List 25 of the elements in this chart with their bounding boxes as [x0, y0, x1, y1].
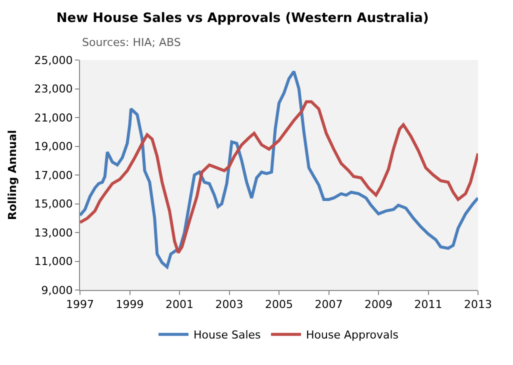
x-tick-label: 2005 [265, 298, 293, 312]
x-tick-label: 2009 [364, 298, 392, 312]
y-tick-label: 19,000 [34, 140, 73, 154]
x-tick-label: 2001 [166, 298, 194, 312]
y-tick-label: 25,000 [34, 54, 73, 67]
y-tick-label: 13,000 [34, 226, 73, 240]
y-tick-label: 11,000 [34, 255, 73, 268]
legend-label: House Sales [194, 328, 262, 342]
chart-title: New House Sales vs Approvals (Western Australia) [56, 10, 429, 26]
y-tick-label: 17,000 [34, 168, 73, 182]
y-tick-label: 15,000 [34, 198, 73, 211]
y-tick-label: 23,000 [34, 82, 73, 96]
legend-label: House Approvals [306, 328, 399, 342]
x-tick-label: 1997 [66, 298, 94, 312]
x-tick-label: 2007 [314, 298, 343, 312]
y-axis-title: Rolling Annual [6, 130, 19, 220]
x-tick-label: 2011 [414, 298, 442, 312]
line-series [80, 70, 478, 268]
x-tick-label: 1999 [116, 298, 144, 312]
source-note: Sources: HIA; ABS [82, 36, 181, 49]
x-tick-label: 2013 [464, 298, 492, 312]
line-series [80, 100, 478, 254]
x-tick-label: 2003 [215, 298, 244, 312]
y-tick-label: 9,000 [41, 284, 73, 297]
y-tick-label: 21,000 [34, 111, 73, 124]
